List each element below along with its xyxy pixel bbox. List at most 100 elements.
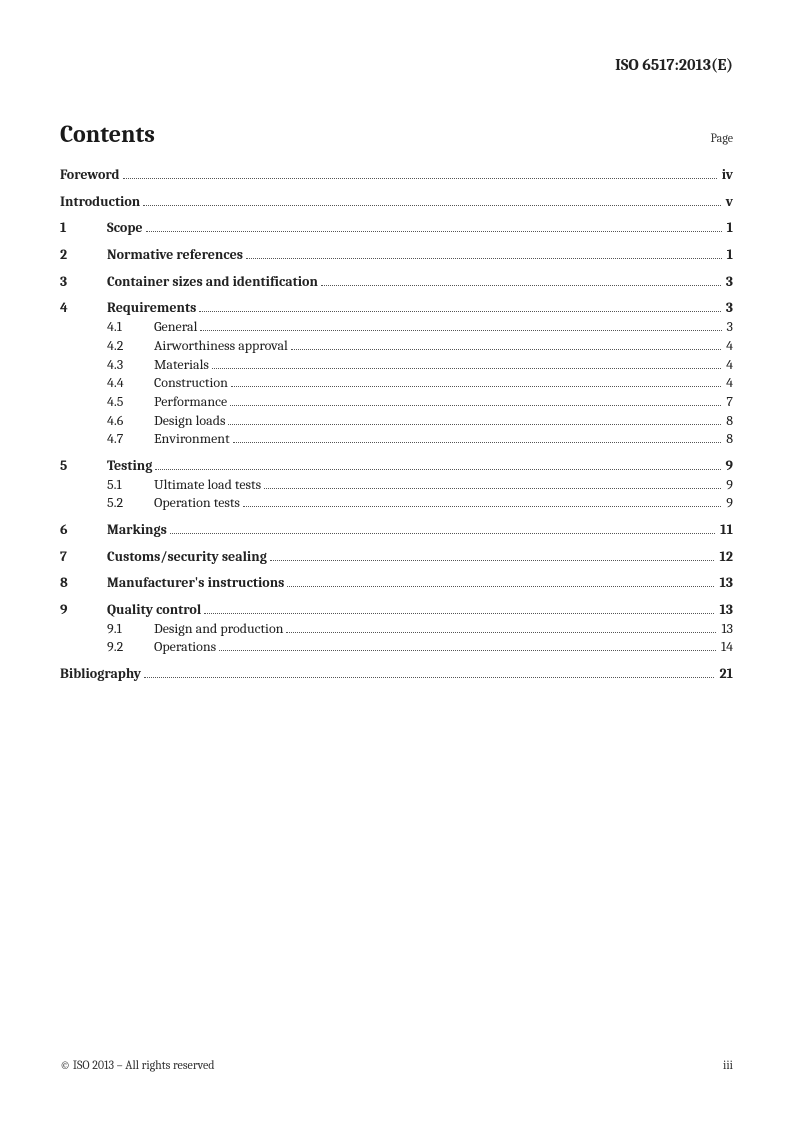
toc-number: 3: [60, 275, 107, 290]
toc-leader: [321, 276, 721, 286]
toc-subtitle: Operation tests: [154, 496, 240, 511]
toc-entry-introduction: Introduction v: [60, 193, 733, 212]
toc-title: Customs/security sealing: [107, 550, 267, 565]
toc-page: 3: [724, 275, 733, 290]
toc-subtitle: Materials: [154, 358, 209, 373]
toc-page: 13: [717, 603, 733, 618]
toc-page: iv: [720, 168, 733, 183]
toc-entry-customs-security: 7 Customs/security sealing 12: [60, 548, 733, 567]
toc-number: 7: [60, 550, 107, 565]
toc-leader: [146, 222, 722, 232]
toc-leader: [286, 623, 716, 633]
contents-title: Contents: [60, 120, 155, 148]
toc-page: 1: [725, 221, 733, 236]
toc-subtitle: Design loads: [154, 414, 225, 429]
toc-subnumber: 4.7: [107, 432, 154, 447]
toc-leader: [200, 321, 721, 331]
toc-leader: [270, 551, 715, 561]
toc-entry-normative-references: 2 Normative references 1: [60, 246, 733, 265]
toc-number: 2: [60, 248, 107, 263]
toc-subnumber: 4.1: [107, 320, 154, 335]
page-column-label: Page: [711, 131, 733, 145]
toc-leader: [199, 302, 721, 312]
toc-subentry: 4.4 Construction 4: [107, 374, 733, 393]
toc-subnumber: 4.5: [107, 395, 154, 410]
toc-page: v: [724, 195, 733, 210]
toc-page: 7: [724, 395, 733, 410]
toc-title: Container sizes and identification: [107, 275, 318, 290]
toc-subentry: 9.2 Operations 14: [107, 638, 733, 657]
toc-page: 8: [724, 414, 733, 429]
toc-subentry: 4.2 Airworthiness approval 4: [107, 337, 733, 356]
toc-title: Bibliography: [60, 667, 141, 682]
toc-subentry: 4.3 Materials 4: [107, 356, 733, 375]
table-of-contents: Foreword iv Introduction v 1 Scope 1 2 N…: [60, 166, 733, 684]
toc-page: 9: [724, 478, 733, 493]
toc-page: 13: [719, 622, 733, 637]
document-id: ISO 6517:2013(E): [615, 56, 733, 74]
toc-subtitle: General: [154, 320, 197, 335]
toc-subtitle: Environment: [154, 432, 230, 447]
toc-leader: [170, 524, 715, 534]
toc-title: Testing: [107, 459, 152, 474]
toc-entry-container-sizes: 3 Container sizes and identification 3: [60, 273, 733, 292]
toc-subtitle: Performance: [154, 395, 227, 410]
toc-subentry: 4.6 Design loads 8: [107, 412, 733, 431]
toc-page: 3: [725, 320, 733, 335]
toc-title: Introduction: [60, 195, 140, 210]
toc-entry-testing: 5 Testing 9: [60, 457, 733, 476]
toc-subnumber: 4.2: [107, 339, 154, 354]
toc-subentry: 4.7 Environment 8: [107, 430, 733, 449]
toc-subnumber: 9.2: [107, 640, 154, 655]
toc-subnumber: 4.6: [107, 414, 154, 429]
toc-title: Manufacturer's instructions: [107, 576, 284, 591]
toc-leader: [230, 396, 721, 406]
toc-number: 8: [60, 576, 107, 591]
toc-subnumber: 5.1: [107, 478, 154, 493]
toc-subtitle: Operations: [154, 640, 216, 655]
toc-leader: [291, 340, 721, 350]
toc-leader: [233, 433, 722, 443]
toc-number: 9: [60, 603, 107, 618]
toc-entry-requirements: 4 Requirements 3: [60, 299, 733, 318]
page-footer: © ISO 2013 – All rights reserved iii: [60, 1058, 733, 1072]
toc-page: 12: [717, 550, 733, 565]
toc-leader: [144, 668, 714, 678]
toc-subentry: 4.1 General 3: [107, 318, 733, 337]
toc-number: 4: [60, 301, 107, 316]
toc-page: 4: [724, 358, 733, 373]
footer-copyright: © ISO 2013 – All rights reserved: [60, 1058, 215, 1072]
toc-leader: [246, 249, 722, 259]
toc-leader: [219, 641, 716, 651]
toc-leader: [228, 414, 721, 424]
toc-page: 8: [724, 432, 733, 447]
toc-subnumber: 5.2: [107, 496, 154, 511]
toc-title: Markings: [107, 523, 167, 538]
toc-subtitle: Ultimate load tests: [154, 478, 261, 493]
toc-number: 6: [60, 523, 107, 538]
toc-subnumber: 4.4: [107, 376, 154, 391]
toc-subnumber: 9.1: [107, 622, 154, 637]
toc-subtitle: Airworthiness approval: [154, 339, 288, 354]
toc-entry-markings: 6 Markings 11: [60, 521, 733, 540]
toc-page: 14: [719, 640, 733, 655]
toc-entry-quality-control: 9 Quality control 13: [60, 601, 733, 620]
toc-page: 21: [717, 667, 733, 682]
toc-entry-foreword: Foreword iv: [60, 166, 733, 185]
toc-subentry: 4.5 Performance 7: [107, 393, 733, 412]
toc-subtitle: Design and production: [154, 622, 283, 637]
toc-leader: [212, 358, 721, 368]
toc-number: 5: [60, 459, 107, 474]
toc-page: 9: [724, 496, 733, 511]
toc-page: 13: [717, 576, 733, 591]
toc-entry-bibliography: Bibliography 21: [60, 665, 733, 684]
toc-leader: [264, 479, 721, 489]
toc-title: Requirements: [107, 301, 196, 316]
toc-title: Quality control: [107, 603, 201, 618]
toc-page: 3: [724, 301, 733, 316]
toc-subnumber: 4.3: [107, 358, 154, 373]
footer-page-number: iii: [723, 1058, 733, 1072]
toc-subentry: 5.1 Ultimate load tests 9: [107, 476, 733, 495]
contents-header: Contents Page: [60, 120, 733, 148]
toc-leader: [231, 377, 721, 387]
